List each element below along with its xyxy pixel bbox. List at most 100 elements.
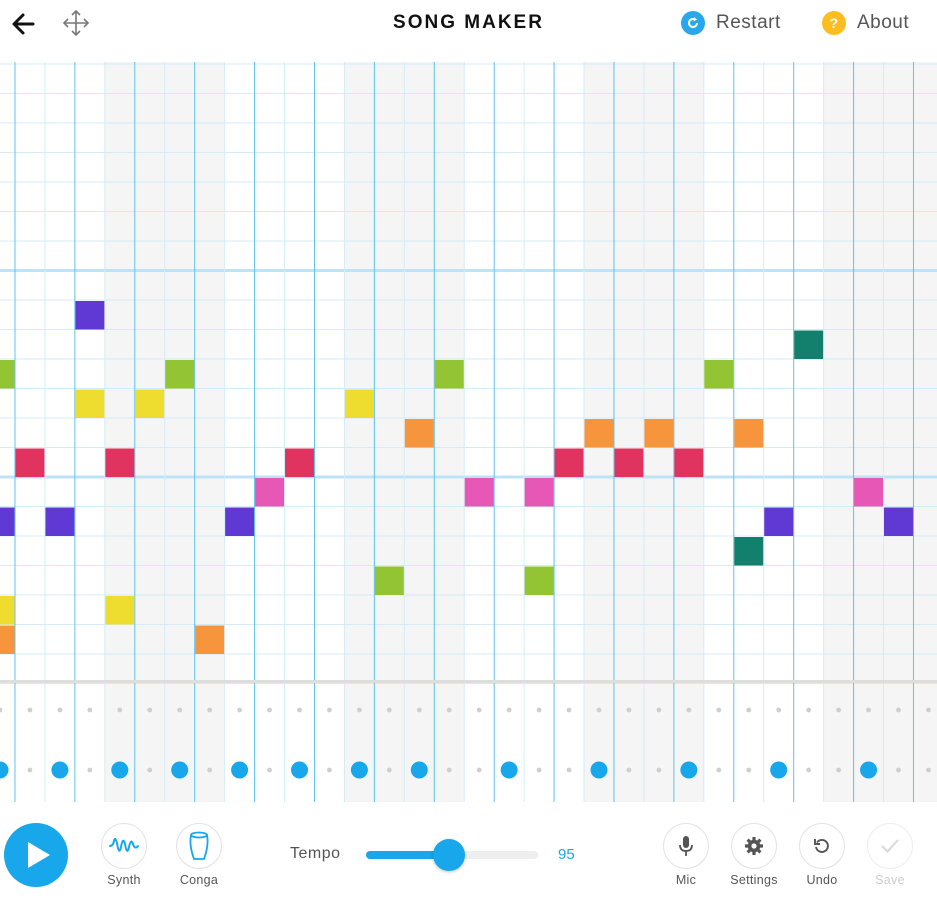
restart-icon — [681, 11, 705, 35]
instrument-label: Synth — [107, 873, 141, 887]
melody-note — [255, 478, 285, 507]
melody-note — [464, 478, 494, 507]
rhythm-dot — [686, 707, 692, 713]
melody-note — [524, 566, 554, 595]
melody-note — [45, 507, 75, 536]
percussion-button[interactable]: Conga — [176, 823, 222, 887]
tempo-slider-fill — [366, 851, 449, 859]
rhythm-dot — [87, 767, 93, 773]
rhythm-note — [51, 761, 69, 779]
melody-note — [105, 448, 135, 477]
tempo-slider[interactable] — [366, 839, 538, 871]
play-button[interactable] — [4, 823, 68, 887]
melody-note — [524, 478, 554, 507]
melody-note — [135, 389, 165, 418]
melody-note — [0, 507, 15, 536]
rhythm-dot — [327, 767, 332, 773]
rhythm-dot — [896, 707, 901, 713]
about-button[interactable]: ? About — [822, 10, 909, 36]
rhythm-note — [680, 761, 698, 779]
melody-note — [344, 389, 374, 418]
tempo-label: Tempo — [290, 845, 341, 862]
restart-button[interactable]: Restart — [681, 10, 781, 36]
rhythm-dot — [746, 707, 752, 713]
melody-note — [0, 625, 15, 654]
rhythm-note — [410, 761, 428, 779]
undo-circle — [799, 823, 845, 869]
rhythm-dot — [177, 707, 183, 713]
rhythm-dot — [476, 767, 482, 773]
rhythm-dot — [476, 707, 482, 713]
melody-note — [285, 448, 314, 477]
mic-button[interactable]: Mic — [663, 823, 709, 887]
rhythm-dot — [357, 707, 362, 713]
rhythm-dot — [147, 707, 153, 713]
checkmark-icon — [881, 839, 899, 853]
melody-note — [165, 360, 195, 389]
back-button[interactable] — [10, 10, 38, 38]
rhythm-note — [770, 761, 788, 779]
rhythm-dot — [626, 767, 632, 773]
melody-note — [75, 301, 105, 330]
rhythm-dot — [446, 707, 452, 713]
undo-label: Undo — [806, 873, 838, 887]
rhythm-dot — [207, 767, 213, 773]
rhythm-dot — [267, 707, 272, 713]
melody-note — [374, 566, 404, 595]
melody-note — [554, 448, 584, 477]
rhythm-dot — [926, 767, 931, 773]
melody-note — [704, 360, 734, 389]
instrument-button[interactable]: Synth — [101, 823, 147, 887]
rhythm-dot — [446, 767, 452, 773]
undo-button[interactable]: Undo — [799, 823, 845, 887]
move-arrows-icon — [62, 9, 90, 37]
mic-circle — [663, 823, 709, 869]
melody-note — [884, 507, 913, 536]
settings-button[interactable]: Settings — [730, 823, 777, 887]
melody-note — [195, 625, 225, 654]
rhythm-dot — [327, 707, 332, 713]
restart-label: Restart — [716, 12, 781, 33]
move-button[interactable] — [60, 7, 92, 39]
rhythm-dot — [596, 707, 602, 713]
synth-wave-icon — [109, 837, 139, 852]
rhythm-dot — [506, 707, 512, 713]
note-grid[interactable] — [0, 62, 937, 802]
melody-note — [15, 448, 45, 477]
rhythm-note — [590, 761, 608, 779]
rhythm-dot — [207, 707, 213, 713]
melody-note — [734, 537, 764, 566]
app-header: SONG MAKER Restart ? About — [0, 0, 937, 62]
rhythm-dot — [117, 707, 123, 713]
rhythm-dot — [896, 767, 901, 773]
rhythm-dot — [386, 767, 392, 773]
mic-label: Mic — [675, 873, 697, 887]
app-title: SONG MAKER — [393, 12, 544, 33]
rhythm-dot — [27, 707, 33, 713]
melody-note — [794, 330, 824, 359]
rhythm-dot — [656, 767, 662, 773]
microphone-icon — [679, 836, 693, 856]
save-button[interactable]: Save — [867, 823, 913, 887]
rhythm-dot — [716, 767, 722, 773]
tempo-slider-knob[interactable] — [432, 839, 465, 871]
rhythm-dot — [806, 767, 812, 773]
rhythm-note — [350, 761, 368, 779]
rhythm-dot — [866, 707, 871, 713]
rhythm-dot — [776, 707, 782, 713]
rhythm-dot — [716, 707, 722, 713]
play-icon — [28, 842, 50, 868]
rhythm-dot — [566, 707, 572, 713]
rhythm-note — [860, 761, 878, 779]
tempo-value: 95 — [558, 846, 575, 863]
melody-note — [105, 596, 135, 625]
rhythm-dot — [836, 707, 841, 713]
rhythm-area — [0, 683, 937, 802]
rhythm-dot — [656, 707, 662, 713]
rhythm-note — [500, 761, 518, 779]
rhythm-separator — [0, 680, 937, 683]
rhythm-note — [231, 761, 249, 779]
melody-note — [614, 448, 644, 477]
melody-note — [644, 419, 674, 448]
rhythm-dot — [0, 707, 3, 713]
